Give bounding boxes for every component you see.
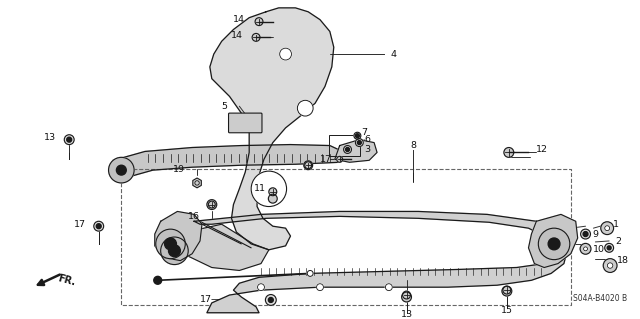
- Text: 13: 13: [44, 133, 56, 142]
- Text: 12: 12: [536, 145, 548, 154]
- Text: 11: 11: [254, 184, 266, 193]
- Circle shape: [601, 222, 614, 234]
- Polygon shape: [335, 140, 377, 162]
- Circle shape: [357, 141, 362, 145]
- Circle shape: [503, 286, 511, 294]
- Circle shape: [607, 246, 611, 250]
- Circle shape: [96, 224, 101, 229]
- Polygon shape: [529, 214, 578, 268]
- Text: 3: 3: [364, 145, 371, 154]
- Circle shape: [355, 134, 359, 138]
- Text: 14: 14: [231, 31, 243, 40]
- Circle shape: [538, 228, 570, 260]
- Circle shape: [584, 247, 588, 251]
- Circle shape: [280, 48, 291, 60]
- Circle shape: [94, 221, 104, 231]
- Circle shape: [337, 156, 342, 162]
- Text: 1: 1: [613, 220, 619, 229]
- Polygon shape: [193, 178, 202, 188]
- Circle shape: [257, 284, 264, 291]
- Circle shape: [502, 286, 512, 296]
- Polygon shape: [172, 224, 269, 271]
- Text: 14: 14: [233, 15, 245, 24]
- FancyBboxPatch shape: [228, 113, 262, 133]
- Text: 16: 16: [188, 212, 200, 221]
- Text: FR.: FR.: [56, 273, 76, 287]
- Circle shape: [604, 259, 617, 272]
- Circle shape: [580, 229, 591, 239]
- Circle shape: [207, 200, 217, 210]
- Circle shape: [154, 276, 162, 284]
- Text: 2: 2: [615, 237, 621, 247]
- Circle shape: [605, 243, 614, 252]
- Circle shape: [252, 33, 260, 41]
- Circle shape: [354, 132, 361, 139]
- Polygon shape: [113, 145, 344, 177]
- Circle shape: [304, 161, 312, 170]
- Text: 7: 7: [362, 128, 367, 137]
- Circle shape: [168, 245, 180, 257]
- Text: 9: 9: [593, 230, 598, 239]
- Circle shape: [580, 243, 591, 254]
- Circle shape: [266, 294, 276, 305]
- Text: 8: 8: [410, 141, 417, 150]
- Circle shape: [67, 137, 72, 142]
- Circle shape: [548, 238, 560, 250]
- Circle shape: [164, 238, 177, 250]
- Circle shape: [355, 139, 364, 146]
- Text: 17: 17: [74, 220, 86, 229]
- Circle shape: [251, 171, 287, 206]
- Circle shape: [504, 147, 514, 157]
- Circle shape: [109, 157, 134, 183]
- Circle shape: [605, 226, 610, 231]
- Circle shape: [346, 147, 349, 152]
- Polygon shape: [210, 8, 334, 250]
- Circle shape: [156, 229, 185, 259]
- Circle shape: [116, 165, 126, 175]
- Text: 6: 6: [364, 135, 371, 144]
- Circle shape: [307, 271, 313, 276]
- Circle shape: [269, 188, 276, 196]
- Circle shape: [385, 284, 392, 291]
- Text: 4: 4: [391, 49, 397, 59]
- Circle shape: [583, 232, 588, 236]
- Circle shape: [209, 201, 215, 208]
- Text: 19: 19: [173, 165, 185, 174]
- Circle shape: [298, 100, 313, 116]
- Circle shape: [161, 237, 188, 264]
- Circle shape: [64, 135, 74, 145]
- Circle shape: [305, 162, 312, 169]
- Polygon shape: [194, 211, 568, 313]
- Text: S04A-B4020 B: S04A-B4020 B: [573, 294, 627, 303]
- Circle shape: [268, 194, 277, 203]
- Circle shape: [317, 284, 323, 291]
- Text: 5: 5: [221, 102, 228, 111]
- Polygon shape: [155, 211, 202, 261]
- Text: 18: 18: [617, 256, 629, 265]
- Circle shape: [402, 292, 412, 302]
- Text: 17: 17: [320, 155, 332, 164]
- Text: 13: 13: [401, 310, 413, 319]
- Circle shape: [268, 298, 273, 302]
- Circle shape: [255, 18, 263, 26]
- Text: 17—: 17—: [200, 295, 221, 304]
- Text: 15: 15: [501, 306, 513, 315]
- Circle shape: [344, 145, 351, 153]
- Text: 10: 10: [593, 245, 604, 254]
- Circle shape: [607, 263, 613, 268]
- Circle shape: [403, 291, 410, 299]
